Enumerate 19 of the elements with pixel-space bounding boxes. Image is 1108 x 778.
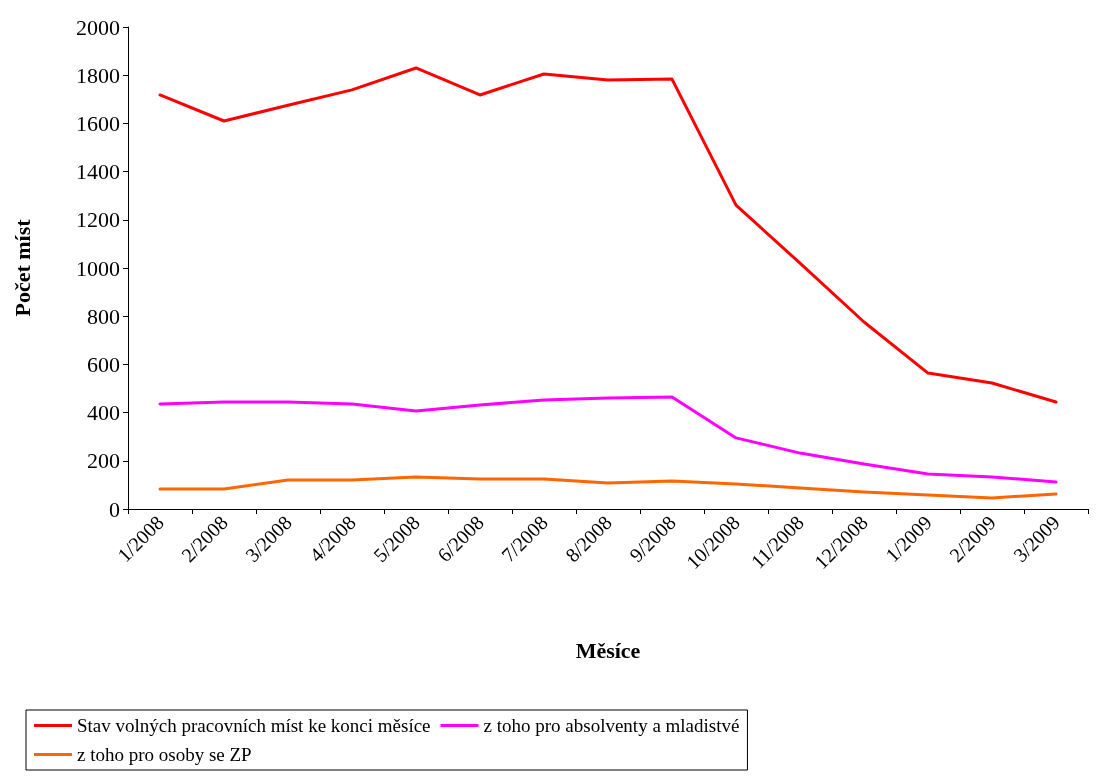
- y-tick-label: 2000: [76, 14, 120, 40]
- legend-label: Stav volných pracovních míst ke konci měsíce: [77, 715, 431, 736]
- line-series: [158, 66, 1058, 404]
- y-tick-label: 1800: [76, 62, 120, 88]
- y-tick-label: 0: [109, 496, 120, 522]
- y-tick-label: 1200: [76, 207, 120, 233]
- line-series: [158, 475, 1058, 500]
- legend-label: z toho pro osoby se ZP: [77, 744, 252, 765]
- line-series: [158, 395, 1058, 484]
- y-tick-label: 1400: [76, 159, 120, 185]
- y-tick-label: 1600: [76, 110, 120, 136]
- y-axis-title: Počet míst: [9, 218, 35, 317]
- y-tick-label: 600: [87, 351, 120, 377]
- y-tick-label: 200: [87, 448, 120, 474]
- y-tick-label: 800: [87, 303, 120, 329]
- y-tick-label: 1000: [76, 255, 120, 281]
- legend-label: z toho pro absolventy a mladistvé: [483, 715, 740, 736]
- x-axis-title: Měsíce: [575, 637, 641, 663]
- y-tick-label: 400: [87, 400, 120, 426]
